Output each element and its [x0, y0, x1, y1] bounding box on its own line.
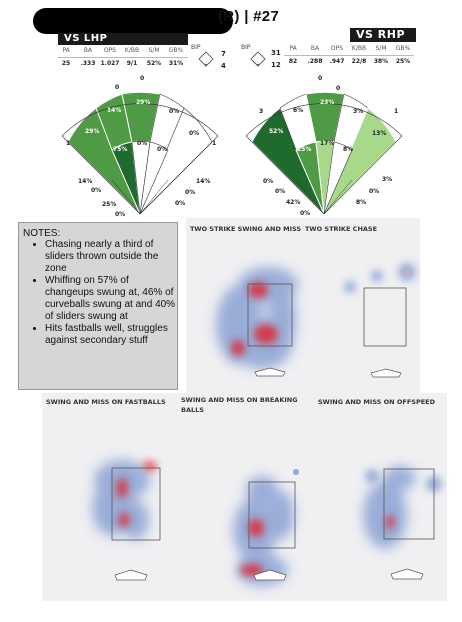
rhp-outer-leftcenter-pct: 6% [293, 107, 304, 114]
label-swing-miss-offspeed: SWING AND MISS ON OFFSPEED [318, 398, 436, 406]
lhp-zone-inner-right [139, 141, 169, 215]
note-item: Whiffing on 57% of changeups swung at, 4… [45, 275, 177, 323]
rhp-outer-left-pct: 52% [269, 128, 284, 135]
rhp-arc-label-3: 1 [394, 108, 399, 115]
rhp-spray-chart [245, 91, 403, 215]
label-two-strike-swing-miss: TWO STRIKE SWING AND MISS [190, 225, 302, 233]
lhp-outer-leftcenter-pct: 14% [107, 107, 122, 114]
heatmap-swing-miss-fastballs [92, 460, 161, 581]
lhp-bip-label: BIP [191, 44, 201, 51]
rhp-header-ba: BA [310, 45, 320, 52]
rhp-value-ba: .288 [307, 58, 323, 65]
rhp-inner-center-pct: 17% [320, 140, 335, 147]
page-title: (R) | #27 [218, 8, 280, 25]
lhp-value-gb: 31% [168, 60, 184, 67]
rhp-outer-rightcenter-pct: 3% [353, 108, 364, 115]
rhp-inner-left-pct: 25% [297, 146, 312, 153]
rhp-value-sm: 38% [373, 58, 389, 65]
lhp-value-sm: 52% [146, 60, 162, 67]
rhp-bottom-2-pct: 42% [286, 199, 301, 206]
rhp-divider [284, 55, 414, 56]
rhp-header-gb: GB% [395, 45, 411, 52]
lhp-header-ba: BA [83, 47, 93, 54]
lhp-header-kbb: K/BB [124, 47, 140, 54]
lhp-header-sm: S/M [148, 47, 160, 54]
lhp-header-ops: OPS [103, 47, 117, 54]
rhp-bottom-5-pct: 0% [369, 188, 380, 195]
lhp-inner-left-pct: 75% [113, 146, 128, 153]
rhp-arc-label-4: 0 [336, 85, 341, 92]
notes-box: NOTES: Chasing nearly a third of sliders… [18, 222, 178, 390]
lhp-foul-right-pct: 14% [196, 178, 211, 185]
note-item: Hits fastballs well, struggles against s… [45, 323, 177, 347]
lhp-divider [58, 57, 188, 58]
lhp-bottom-2-pct: 25% [102, 201, 117, 208]
label-swing-miss-breaking: SWING AND MISS ON BREAKING BALLS [181, 396, 298, 414]
rhp-value-pa: 82 [288, 58, 298, 65]
rhp-header-sm: S/M [375, 45, 387, 52]
lhp-value-ba: .333 [80, 60, 96, 67]
lhp-bottom-5-pct: 0% [185, 189, 196, 196]
rhp-diamond-icon [250, 51, 266, 67]
rhp-value-kbb: 22/8 [351, 58, 367, 65]
lhp-inner-center-pct: 0% [137, 140, 148, 147]
rhp-header-pa: PA [289, 45, 297, 52]
label-swing-miss-fastballs: SWING AND MISS ON FASTBALLS [46, 398, 166, 406]
lhp-bip-top: 7 [221, 50, 226, 58]
lhp-arc-label-3: 0 [115, 84, 120, 91]
rhp-bottom-1-pct: 0% [275, 188, 286, 195]
redacted-player-name [33, 8, 233, 34]
rhp-inner-right-pct: 8% [343, 146, 354, 153]
lhp-bip-bottom: 4 [221, 62, 226, 70]
rhp-header-ops: OPS [330, 45, 344, 52]
rhp-header-kbb: K/BB [351, 45, 367, 52]
heatmap-swing-miss-breaking [233, 469, 299, 586]
lhp-inner-right-pct: 0% [157, 146, 168, 153]
vs-rhp-title: VS RHP [350, 28, 416, 42]
rhp-foul-left-pct: 0% [263, 178, 274, 185]
rhp-outer-right-pct: 13% [372, 130, 387, 137]
lhp-value-pa: 25 [61, 60, 71, 67]
heatmap-swing-miss-offspeed [363, 466, 442, 580]
notes-list: Chasing nearly a third of sliders thrown… [19, 239, 177, 347]
rhp-arc-label-2: 0 [318, 75, 323, 82]
lhp-arc-label-1: 0 [140, 75, 145, 82]
rhp-outer-center-pct: 23% [320, 99, 335, 106]
lhp-bottom-1-pct: 0% [91, 187, 102, 194]
notes-heading: NOTES: [23, 228, 61, 239]
lhp-bottom-4-pct: 0% [175, 200, 186, 207]
lhp-value-ops: 1.027 [100, 60, 120, 67]
lhp-outer-left-pct: 29% [85, 128, 100, 135]
rhp-bip-label: BIP [241, 44, 251, 51]
vs-lhp-title: VS LHP [58, 33, 188, 45]
lhp-arc-label-4: 1 [212, 140, 217, 147]
rhp-bottom-3-pct: 0% [300, 210, 311, 217]
rhp-arc-label-1: 3 [259, 108, 264, 115]
lhp-spray-chart [61, 91, 219, 215]
lhp-foul-left-pct: 14% [78, 178, 93, 185]
heatmap-two-strike-swing-miss [216, 267, 298, 377]
note-item: Chasing nearly a third of sliders thrown… [45, 239, 177, 275]
heatmap-two-strike-chase [344, 263, 416, 378]
rhp-bip-top: 31 [271, 49, 281, 57]
lhp-outer-center-pct: 29% [136, 99, 151, 106]
lhp-value-kbb: 9/1 [126, 60, 138, 67]
rhp-bottom-4-pct: 8% [356, 199, 367, 206]
rhp-bip-bottom: 12 [271, 61, 281, 69]
lhp-header-gb: GB% [168, 47, 184, 54]
lhp-outer-right-pct: 0% [189, 130, 200, 137]
lhp-outer-rightcenter-pct: 0% [169, 108, 180, 115]
lhp-arc-label-2: 1 [66, 140, 71, 147]
rhp-value-ops: .947 [329, 58, 345, 65]
lhp-header-pa: PA [62, 47, 70, 54]
rhp-value-gb: 25% [395, 58, 411, 65]
rhp-foul-right-pct: 3% [382, 176, 393, 183]
rhp-zone-inner-right [323, 141, 353, 215]
label-two-strike-chase: TWO STRIKE CHASE [305, 225, 378, 233]
lhp-diamond-icon [198, 51, 214, 67]
lhp-bottom-3-pct: 0% [115, 211, 126, 218]
